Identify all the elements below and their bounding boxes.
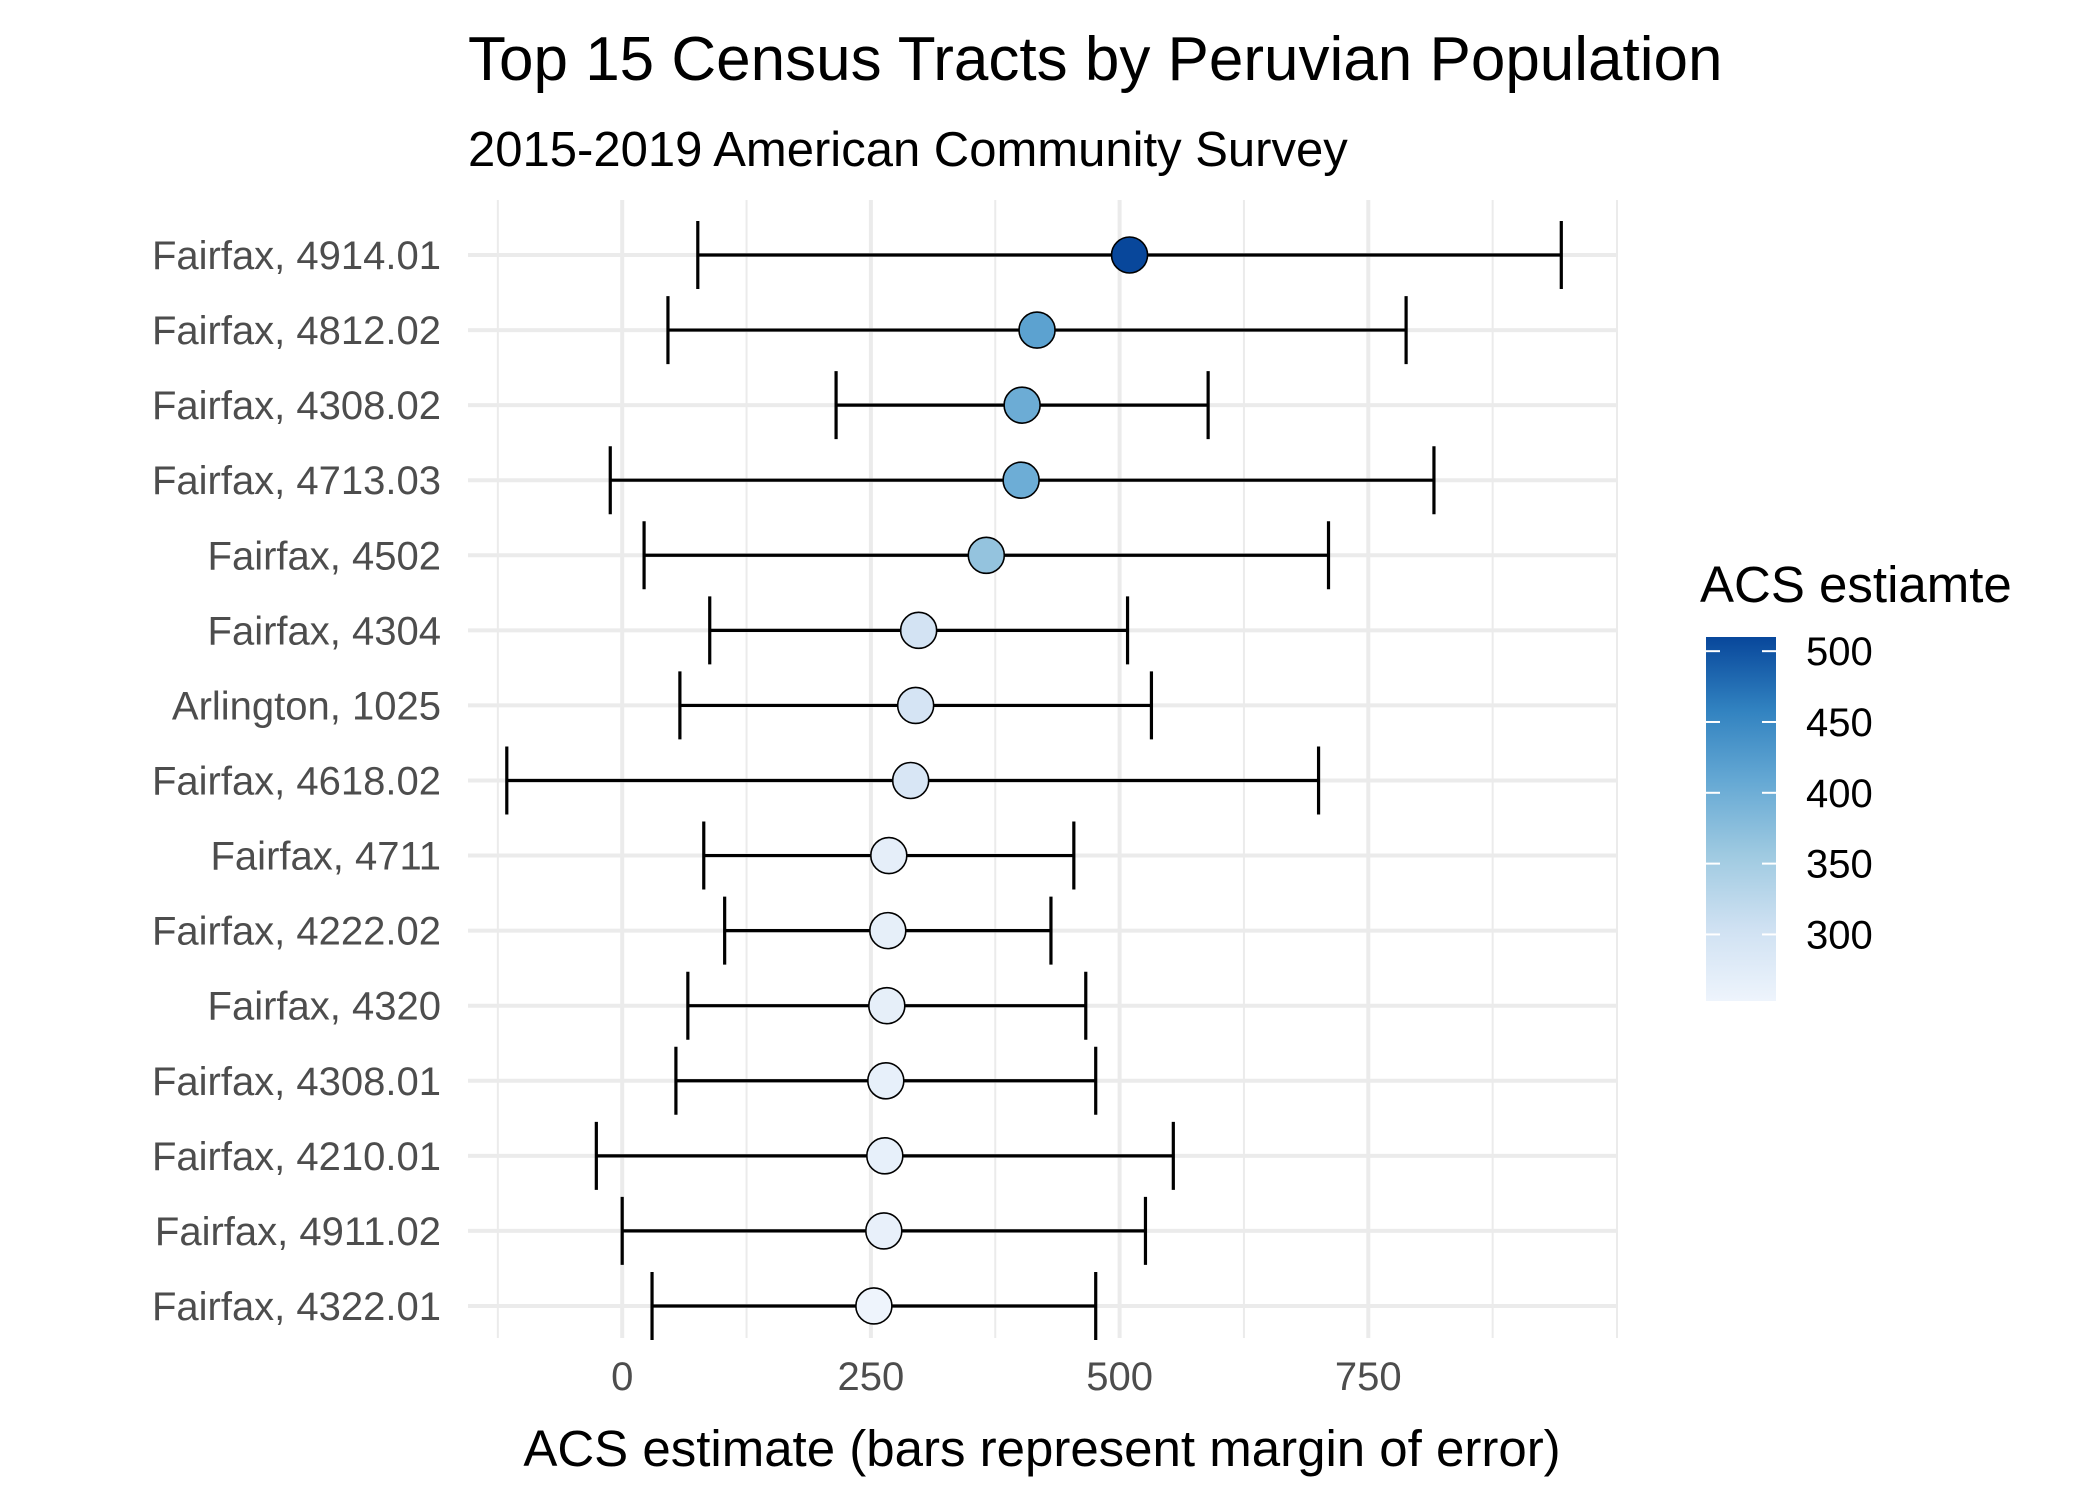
y-tick-label: Fairfax, 4911.02 (155, 1210, 441, 1254)
y-tick-label: Fairfax, 4222.02 (152, 910, 441, 954)
legend-tick-label: 500 (1806, 630, 1873, 674)
error-bars (505, 221, 1563, 1340)
y-tick-label: Fairfax, 4308.01 (152, 1060, 441, 1104)
estimate-point (1110, 236, 1149, 274)
y-tick-label: Fairfax, 4914.01 (152, 234, 441, 278)
y-tick-label: Fairfax, 4713.03 (152, 459, 441, 503)
estimate-point (870, 836, 908, 875)
x-tick-label: 0 (611, 1355, 633, 1399)
estimate-point (1003, 386, 1041, 424)
estimate-point (865, 1212, 903, 1250)
legend-tick-label: 450 (1806, 701, 1873, 745)
estimate-point (867, 1061, 905, 1100)
estimate-point (1018, 311, 1056, 349)
estimate-point (967, 536, 1006, 575)
chart-title: Top 15 Census Tracts by Peruvian Populat… (468, 25, 1723, 94)
legend-colorbar (1706, 637, 1776, 1001)
estimate-point (1002, 461, 1040, 500)
legend-title: ACS estiamte (1700, 556, 2012, 613)
estimate-point (899, 611, 938, 650)
legend-tick-label: 300 (1806, 913, 1873, 957)
y-tick-label: Fairfax, 4812.02 (152, 309, 441, 353)
x-tick-label: 500 (1086, 1355, 1153, 1399)
y-tick-label: Fairfax, 4210.01 (152, 1135, 441, 1179)
estimate-point (869, 911, 907, 950)
y-tick-label: Fairfax, 4322.01 (152, 1285, 441, 1329)
y-axis: Fairfax, 4914.01 Fairfax, 4812.02 Fairfax,… (152, 234, 441, 1329)
grid (468, 200, 1618, 1338)
chart-subtitle: 2015-2019 American Community Survey (468, 123, 1348, 177)
legend-tick-label: 350 (1806, 843, 1873, 887)
legend-tick-label: 400 (1806, 772, 1873, 816)
y-tick-label: Fairfax, 4502 (208, 534, 441, 578)
estimate-point (868, 986, 906, 1025)
x-tick-label: 250 (838, 1355, 905, 1399)
estimate-point (866, 1137, 904, 1175)
estimate-point (896, 686, 935, 725)
estimate-point (855, 1287, 893, 1325)
x-axis: 0 250 500 750 (611, 1355, 1402, 1399)
y-tick-label: Fairfax, 4711 (211, 835, 442, 879)
y-tick-label: Fairfax, 4618.02 (152, 759, 441, 803)
y-tick-label: Arlington, 1025 (172, 684, 441, 728)
x-tick-label: 750 (1335, 1355, 1402, 1399)
x-axis-title: ACS estimate (bars represent margin of e… (523, 1420, 1560, 1477)
y-tick-label: Fairfax, 4308.02 (152, 384, 441, 428)
y-tick-label: Fairfax, 4320 (208, 985, 441, 1029)
legend-ticks: 300 350 400 450 500 (1706, 630, 1873, 957)
points (855, 236, 1149, 1325)
legend: ACS estiamte 300 350 400 450 500 (1700, 556, 2012, 1001)
y-tick-label: Fairfax, 4304 (208, 609, 441, 653)
estimate-point (891, 761, 930, 800)
